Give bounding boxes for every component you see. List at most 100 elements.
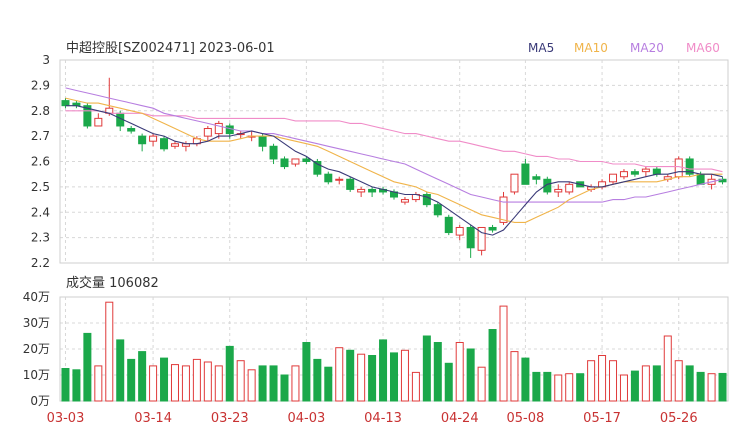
volume-bar-up (477, 366, 486, 402)
volume-bars (61, 301, 727, 402)
volume-bar-down (630, 370, 639, 402)
date-tick-label: 03-23 (211, 411, 249, 426)
volume-bar-down (138, 351, 147, 402)
volume-bar-down (532, 371, 541, 402)
candle-body-down (313, 161, 322, 175)
legend-ma60: MA60 (686, 41, 720, 55)
candle-body-up (510, 173, 519, 193)
volume-bar-down (160, 357, 169, 402)
ma-legend: MA5 MA10 MA20 MA60 (528, 41, 720, 55)
volume-bar-down (521, 357, 530, 402)
candle-body-up (455, 226, 464, 236)
candle-body-down (269, 145, 278, 160)
price-tick-label: 2.3 (31, 231, 50, 245)
date-tick-label: 05-08 (507, 411, 545, 426)
candle-body-up (203, 128, 212, 137)
price-axis: 3 2.9 2.8 2.7 2.6 2.5 2.4 2.3 2.2 (31, 53, 50, 270)
candle-body-down (127, 128, 136, 132)
volume-bar-up (149, 365, 158, 402)
candle-body-up (499, 196, 508, 223)
volume-bar-up (565, 373, 574, 402)
volume-bar-down (685, 365, 694, 402)
candle-body-down (83, 105, 92, 127)
price-tick-label: 2.8 (31, 104, 50, 118)
volume-bar-up (357, 353, 366, 402)
candle-body-down (61, 100, 70, 107)
volume-bar-up (236, 360, 245, 402)
candle-body-down (532, 176, 541, 180)
volume-bar-down (127, 358, 136, 402)
volume-bar-down (543, 371, 552, 402)
volume-bar-down (488, 329, 497, 402)
candle-body-down (630, 171, 639, 175)
volume-bar-down (389, 352, 399, 402)
volume-bar-up (400, 349, 409, 402)
volume-bar-up (247, 369, 256, 402)
moving-average-lines (65, 87, 723, 236)
candle-body-up (674, 158, 683, 178)
candle-body-up (357, 188, 366, 193)
candle-body-down (696, 173, 705, 185)
volume-bar-up (170, 364, 179, 402)
volume-axis: 40万 30万 20万 10万 0万 (23, 290, 50, 408)
candle-body-up (565, 183, 574, 193)
volume-bar-down (379, 339, 388, 402)
date-tick-label: 03-03 (47, 411, 85, 426)
volume-bar-down (302, 342, 311, 402)
volume-bar-up (587, 360, 596, 402)
candle-body-up (335, 178, 344, 181)
candle-body-down (258, 135, 267, 147)
price-tick-label: 2.9 (31, 78, 50, 92)
date-axis: 03-03 03-14 03-23 04-03 04-13 04-24 05-08 05-17… (47, 411, 698, 426)
volume-bar-down (280, 374, 289, 402)
volume-bar-down (61, 368, 70, 402)
price-tick-label: 2.6 (31, 155, 50, 169)
price-tick-label: 3 (42, 53, 50, 67)
chart-title: 中超控股[SZ002471] 2023-06-01 (66, 41, 275, 56)
volume-bar-up (203, 361, 212, 402)
price-tick-label: 2.5 (31, 180, 50, 194)
candle-body-down (280, 158, 289, 168)
date-tick-label: 04-03 (288, 411, 326, 426)
date-tick-label: 03-14 (134, 411, 172, 426)
volume-bar-down (346, 349, 355, 402)
volume-bar-down (718, 372, 727, 402)
price-tick-label: 2.2 (31, 256, 50, 270)
volume-tick-label: 40万 (23, 290, 50, 304)
volume-bar-down (422, 335, 431, 402)
volume-bar-down (269, 365, 278, 402)
volume-bar-up (554, 374, 563, 402)
volume-bar-down (433, 342, 442, 402)
candle-body-up (170, 143, 179, 147)
candle-body-down (324, 173, 333, 183)
date-tick-label: 05-26 (660, 411, 698, 426)
volume-bar-up (192, 358, 201, 402)
volume-bar-down (116, 339, 125, 402)
candle-body-up (641, 168, 650, 173)
volume-bar-down (258, 365, 267, 402)
volume-bar-down (444, 362, 453, 402)
volume-bar-down (466, 348, 475, 402)
date-tick-label: 05-17 (583, 411, 621, 426)
volume-bar-up (609, 360, 618, 402)
ma10-line (65, 97, 723, 223)
volume-bar-up (641, 365, 650, 402)
volume-bar-down (696, 371, 705, 402)
candle-body-up (554, 188, 563, 193)
legend-ma5: MA5 (528, 41, 554, 55)
volume-bar-down (368, 355, 377, 402)
candle-body-up (619, 171, 628, 178)
candle-body-up (94, 117, 103, 127)
candle-body-up (477, 226, 486, 251)
volume-bar-up (411, 371, 420, 402)
volume-bar-up (181, 365, 190, 402)
candle-body-down (422, 193, 431, 206)
volume-bar-up (598, 355, 607, 402)
ma5-line (65, 105, 723, 236)
candle-body-down (368, 188, 377, 193)
candle-body-down (225, 125, 234, 135)
volume-bar-up (94, 365, 103, 402)
candle-body-down (466, 226, 475, 249)
volume-bar-up (619, 374, 628, 402)
volume-tick-label: 20万 (23, 342, 50, 356)
